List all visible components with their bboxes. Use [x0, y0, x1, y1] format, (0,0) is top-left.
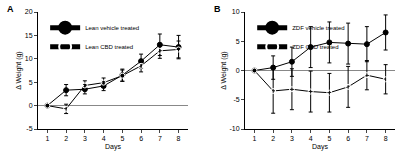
svg-text:0: 0 — [29, 102, 33, 109]
svg-text:5: 5 — [236, 38, 240, 45]
svg-text:0: 0 — [236, 67, 240, 74]
svg-text:8: 8 — [384, 135, 388, 142]
svg-text:-5: -5 — [233, 96, 239, 103]
svg-text:5: 5 — [327, 135, 331, 142]
svg-text:ZDF vehicle treated: ZDF vehicle treated — [292, 25, 344, 31]
svg-text:Lean CBD treated: Lean CBD treated — [85, 44, 133, 50]
svg-text:A: A — [7, 4, 14, 14]
svg-text:15: 15 — [25, 32, 33, 39]
svg-text:7: 7 — [365, 135, 369, 142]
svg-text:-10: -10 — [230, 125, 240, 132]
svg-text:B: B — [214, 4, 221, 14]
svg-text:7: 7 — [158, 135, 162, 142]
svg-text:10: 10 — [232, 8, 240, 15]
svg-text:10: 10 — [25, 55, 33, 62]
svg-text:ZDF CBD treated: ZDF CBD treated — [292, 44, 338, 50]
svg-text:Δ Weight (g): Δ Weight (g) — [15, 51, 23, 89]
svg-text:5: 5 — [29, 79, 33, 86]
svg-text:1: 1 — [252, 135, 256, 142]
svg-text:2: 2 — [271, 135, 275, 142]
svg-text:Lean vehicle treated: Lean vehicle treated — [85, 25, 139, 31]
svg-text:Δ Weight (g): Δ Weight (g) — [220, 51, 228, 89]
svg-text:Days: Days — [105, 143, 121, 151]
svg-text:2: 2 — [64, 135, 68, 142]
svg-text:4: 4 — [309, 135, 313, 142]
svg-text:5: 5 — [120, 135, 124, 142]
svg-text:1: 1 — [45, 135, 49, 142]
svg-text:6: 6 — [139, 135, 143, 142]
svg-text:8: 8 — [177, 135, 181, 142]
svg-text:6: 6 — [346, 135, 350, 142]
svg-text:Days: Days — [312, 143, 328, 151]
svg-text:20: 20 — [25, 8, 33, 15]
svg-text:3: 3 — [83, 135, 87, 142]
svg-text:4: 4 — [102, 135, 106, 142]
svg-text:3: 3 — [290, 135, 294, 142]
svg-text:-5: -5 — [26, 125, 32, 132]
